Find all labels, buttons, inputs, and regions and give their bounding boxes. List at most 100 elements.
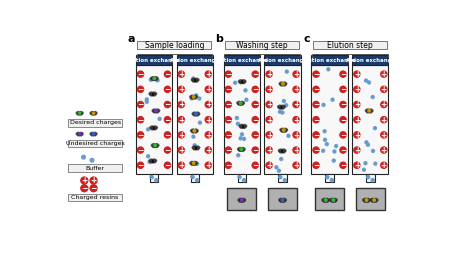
Text: −: −: [252, 85, 258, 94]
Text: −: −: [137, 70, 144, 79]
Text: +: +: [266, 100, 272, 109]
Polygon shape: [326, 176, 328, 177]
Polygon shape: [159, 117, 161, 119]
Text: Anion exchange: Anion exchange: [346, 57, 395, 63]
Ellipse shape: [80, 134, 82, 136]
Text: +: +: [354, 116, 360, 124]
Circle shape: [154, 144, 156, 147]
Circle shape: [374, 127, 376, 130]
Polygon shape: [149, 160, 150, 162]
Circle shape: [372, 149, 374, 152]
Circle shape: [225, 117, 231, 123]
Text: +: +: [266, 85, 272, 94]
Ellipse shape: [194, 164, 197, 165]
Text: −: −: [164, 161, 171, 170]
Circle shape: [373, 199, 375, 201]
Text: +: +: [354, 100, 360, 109]
Circle shape: [148, 160, 151, 164]
Ellipse shape: [153, 94, 156, 96]
Polygon shape: [282, 111, 283, 113]
Circle shape: [195, 94, 198, 97]
Circle shape: [146, 155, 150, 158]
Ellipse shape: [93, 113, 94, 115]
Circle shape: [164, 147, 171, 153]
Polygon shape: [191, 97, 192, 98]
Circle shape: [205, 71, 211, 77]
Circle shape: [285, 70, 288, 73]
Ellipse shape: [364, 201, 366, 202]
Circle shape: [190, 97, 193, 100]
Text: −: −: [252, 146, 258, 155]
Ellipse shape: [242, 81, 243, 83]
Ellipse shape: [242, 148, 245, 150]
Circle shape: [137, 162, 144, 168]
Bar: [136, 55, 172, 65]
Circle shape: [225, 147, 231, 153]
Ellipse shape: [329, 198, 333, 201]
Circle shape: [354, 132, 360, 138]
Text: +: +: [178, 116, 184, 124]
Ellipse shape: [242, 82, 245, 84]
Polygon shape: [237, 154, 239, 155]
Circle shape: [205, 147, 211, 153]
Circle shape: [354, 117, 360, 123]
Polygon shape: [243, 178, 245, 180]
Text: +: +: [354, 161, 360, 170]
Circle shape: [92, 133, 95, 135]
Circle shape: [195, 113, 197, 115]
Polygon shape: [323, 103, 324, 105]
Polygon shape: [328, 68, 329, 69]
Circle shape: [279, 176, 282, 179]
Circle shape: [293, 117, 299, 123]
Text: −: −: [225, 116, 231, 124]
Circle shape: [239, 137, 242, 140]
Circle shape: [237, 154, 240, 157]
Circle shape: [193, 130, 196, 132]
Text: +: +: [205, 85, 211, 94]
Circle shape: [137, 132, 144, 138]
Circle shape: [354, 101, 360, 108]
Text: −: −: [225, 146, 231, 155]
Circle shape: [365, 141, 368, 144]
Circle shape: [145, 100, 148, 103]
Text: +: +: [381, 146, 387, 155]
Bar: [352, 65, 389, 174]
Text: +: +: [205, 100, 211, 109]
Polygon shape: [365, 79, 367, 81]
Ellipse shape: [240, 102, 241, 105]
Circle shape: [92, 112, 95, 114]
Circle shape: [252, 162, 258, 168]
Ellipse shape: [279, 151, 282, 153]
Text: +: +: [293, 161, 299, 170]
Text: −: −: [340, 161, 346, 170]
Circle shape: [192, 135, 195, 138]
Text: +: +: [205, 161, 211, 170]
Ellipse shape: [281, 131, 283, 132]
Text: +: +: [293, 100, 299, 109]
Circle shape: [81, 185, 88, 192]
Circle shape: [340, 117, 346, 123]
Bar: [68, 164, 122, 172]
Circle shape: [313, 162, 319, 168]
Circle shape: [178, 162, 184, 168]
Text: +: +: [205, 146, 211, 155]
Text: Anion exchange: Anion exchange: [258, 57, 307, 63]
Text: −: −: [313, 131, 319, 140]
Ellipse shape: [325, 200, 326, 202]
Circle shape: [198, 97, 201, 100]
Bar: [311, 65, 347, 174]
Text: +: +: [381, 70, 387, 79]
Polygon shape: [199, 97, 200, 99]
Circle shape: [79, 112, 81, 114]
Text: +: +: [381, 85, 387, 94]
Circle shape: [354, 162, 360, 168]
Ellipse shape: [196, 112, 200, 114]
Circle shape: [293, 132, 299, 138]
Circle shape: [155, 110, 157, 112]
Text: Washing step: Washing step: [237, 40, 288, 49]
Ellipse shape: [190, 95, 193, 97]
Polygon shape: [288, 134, 289, 136]
Ellipse shape: [149, 92, 153, 94]
Circle shape: [245, 98, 248, 101]
Polygon shape: [372, 178, 374, 180]
